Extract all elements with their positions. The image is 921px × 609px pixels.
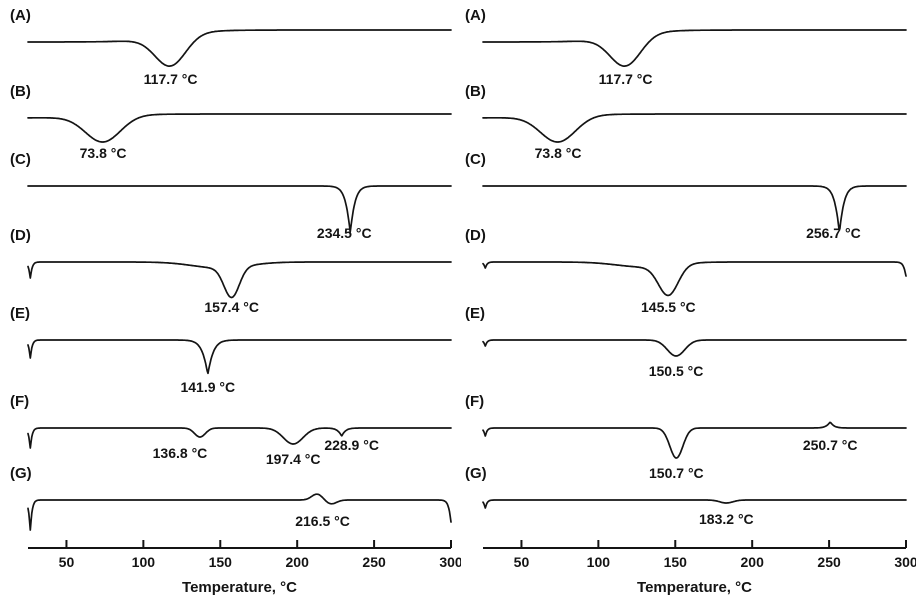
x-axis-tick-label: 200 <box>286 554 310 570</box>
series-label: (E) <box>465 305 485 322</box>
series-label: (A) <box>10 7 31 24</box>
curve-d: (D) 157.4 °C <box>10 227 452 315</box>
x-axis-tick-label: 250 <box>817 554 841 570</box>
peak-annotation: 216.5 °C <box>295 513 350 529</box>
dsc-curve <box>27 339 452 375</box>
curve-f: (F) 150.7 °C 250.7 °C <box>465 393 907 481</box>
dsc-curve <box>27 29 452 67</box>
x-axis-tick-label: 250 <box>362 554 386 570</box>
x-axis-tick-label: 200 <box>741 554 765 570</box>
series-label: (E) <box>10 305 30 322</box>
series-label: (G) <box>465 465 487 482</box>
dsc-curve <box>482 339 907 357</box>
curve-e: (E) 141.9 °C <box>10 305 452 395</box>
dsc-curve <box>27 113 452 143</box>
peak-annotation: 157.4 °C <box>204 299 259 315</box>
x-axis-tick-label: 100 <box>132 554 156 570</box>
series-label: (A) <box>465 7 486 24</box>
dsc-panel-left: 50 100 150 200 250 300 Temperature, °C (A) 117.7… <box>10 7 461 596</box>
x-axis-tick-label: 50 <box>514 554 530 570</box>
peak-annotation: 141.9 °C <box>180 379 235 395</box>
x-axis-tick-label: 300 <box>894 554 916 570</box>
peak-annotation: 256.7 °C <box>806 225 861 241</box>
dsc-curve <box>482 185 907 231</box>
dsc-curve <box>27 493 452 531</box>
peak-annotation: 136.8 °C <box>153 445 208 461</box>
peak-annotation: 150.7 °C <box>649 465 704 481</box>
curve-c: (C) 234.5 °C <box>10 151 452 241</box>
x-axis-tick-label: 150 <box>664 554 688 570</box>
peak-annotation: 73.8 °C <box>535 145 582 161</box>
x-axis-tick-label: 150 <box>209 554 233 570</box>
dsc-curve <box>482 261 907 297</box>
x-axis-tick-label: 100 <box>587 554 611 570</box>
peak-annotation: 145.5 °C <box>641 299 696 315</box>
peak-annotation: 150.5 °C <box>649 363 704 379</box>
peak-annotation: 73.8 °C <box>80 145 127 161</box>
dsc-curve <box>27 427 452 449</box>
series-label: (D) <box>465 227 486 244</box>
peak-annotation: 117.7 °C <box>599 71 653 87</box>
peak-annotation: 117.7 °C <box>144 71 198 87</box>
series-label: (F) <box>465 393 484 410</box>
dsc-curve <box>482 29 907 67</box>
peak-annotation: 197.4 °C <box>266 451 321 467</box>
curve-d: (D) 145.5 °C <box>465 227 907 315</box>
series-label: (B) <box>465 83 486 100</box>
curve-a: (A) 117.7 °C <box>465 7 907 87</box>
x-axis-tick-label: 300 <box>439 554 461 570</box>
series-label: (D) <box>10 227 31 244</box>
dsc-panel-right: 50 100 150 200 250 300 Temperature, °C (A) 117.7… <box>465 7 916 596</box>
series-label: (C) <box>465 151 486 168</box>
dsc-curve <box>482 421 907 459</box>
curve-g: (G) 183.2 °C <box>465 465 907 527</box>
curve-c: (C) 256.7 °C <box>465 151 907 241</box>
series-label: (B) <box>10 83 31 100</box>
dsc-curve <box>27 261 452 299</box>
peak-annotation: 250.7 °C <box>803 437 858 453</box>
curve-g: (G) 216.5 °C <box>10 465 452 531</box>
x-axis-title: Temperature, °C <box>182 579 297 596</box>
curve-b: (B) 73.8 °C <box>10 83 452 161</box>
series-label: (F) <box>10 393 29 410</box>
x-axis-tick-label: 50 <box>59 554 75 570</box>
dsc-curve <box>27 185 452 233</box>
curve-e: (E) 150.5 °C <box>465 305 907 379</box>
series-label: (G) <box>10 465 32 482</box>
peak-annotation: 183.2 °C <box>699 511 754 527</box>
curve-a: (A) 117.7 °C <box>10 7 452 87</box>
peak-annotation: 234.5 °C <box>317 225 372 241</box>
series-label: (C) <box>10 151 31 168</box>
peak-annotation: 228.9 °C <box>324 437 379 453</box>
x-axis-title: Temperature, °C <box>637 579 752 596</box>
dsc-curve <box>482 499 907 509</box>
curve-b: (B) 73.8 °C <box>465 83 907 161</box>
dsc-curve <box>482 113 907 143</box>
